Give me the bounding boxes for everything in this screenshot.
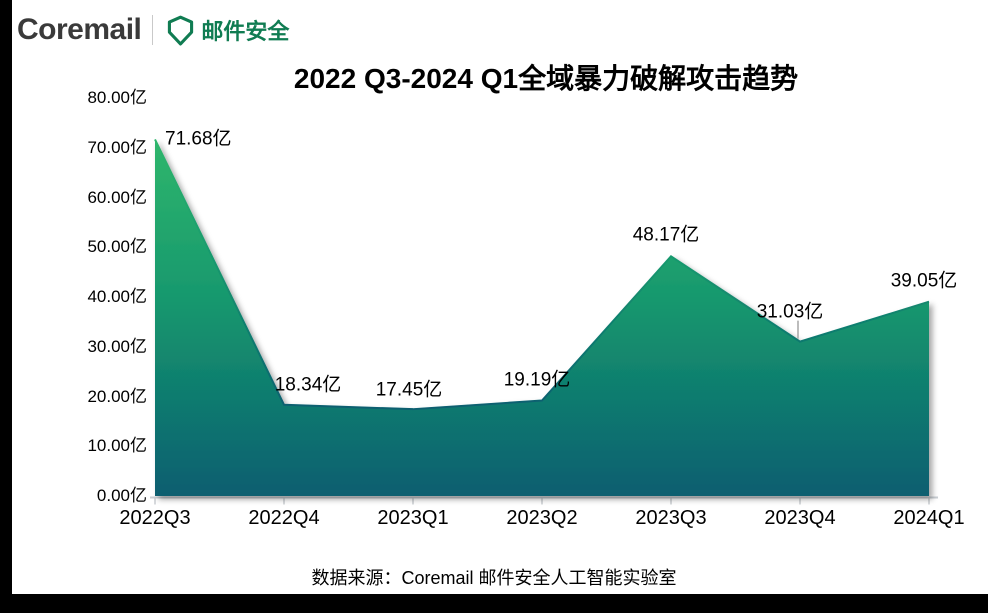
logo: Coremail 邮件安全 [17, 12, 289, 48]
y-axis-label: 60.00亿 [87, 187, 147, 207]
x-axis-label: 2023Q2 [506, 507, 578, 529]
x-axis-label: 2024Q1 [893, 507, 965, 529]
y-axis-label: 70.00亿 [87, 137, 147, 157]
left-edge-bar [0, 0, 12, 613]
data-source-note: 数据来源：Coremail 邮件安全人工智能实验室 [311, 568, 677, 588]
product-name: 邮件安全 [201, 19, 290, 44]
x-axis-label: 2023Q1 [377, 507, 449, 529]
x-axis-label: 2022Q4 [248, 507, 320, 529]
data-point-label: 17.45亿 [375, 379, 443, 401]
logo-divider [152, 15, 154, 45]
x-axis-label: 2023Q3 [635, 507, 707, 529]
y-axis-label: 40.00亿 [87, 287, 147, 306]
y-axis-label: 0.00亿 [96, 486, 147, 505]
data-point-label: 71.68亿 [165, 128, 232, 150]
data-point-label: 48.17亿 [632, 224, 700, 246]
coremail-wordmark: Coremail [17, 13, 142, 46]
data-point-label: 39.05亿 [890, 270, 958, 292]
y-axis-label: 10.00亿 [87, 436, 147, 456]
y-axis-label: 20.00亿 [87, 386, 147, 406]
data-point-label: 18.34亿 [274, 374, 342, 396]
chart-title: 2022 Q3-2024 Q1全域暴力破解攻击趋势 [293, 63, 799, 94]
shield-icon [168, 15, 194, 46]
y-axis-label: 30.00亿 [87, 336, 147, 356]
y-axis-label: 80.00亿 [87, 88, 147, 107]
attack-trend-series [154, 138, 930, 496]
area-fill [155, 139, 929, 496]
x-axis-label: 2022Q3 [119, 507, 191, 529]
data-point-label: 31.03亿 [756, 301, 824, 323]
data-point-label: 19.19亿 [503, 369, 571, 391]
bottom-edge-bar [0, 594, 988, 613]
y-axis-label: 50.00亿 [87, 237, 147, 257]
trend-line [154, 138, 930, 411]
x-axis-label: 2023Q4 [764, 507, 836, 529]
